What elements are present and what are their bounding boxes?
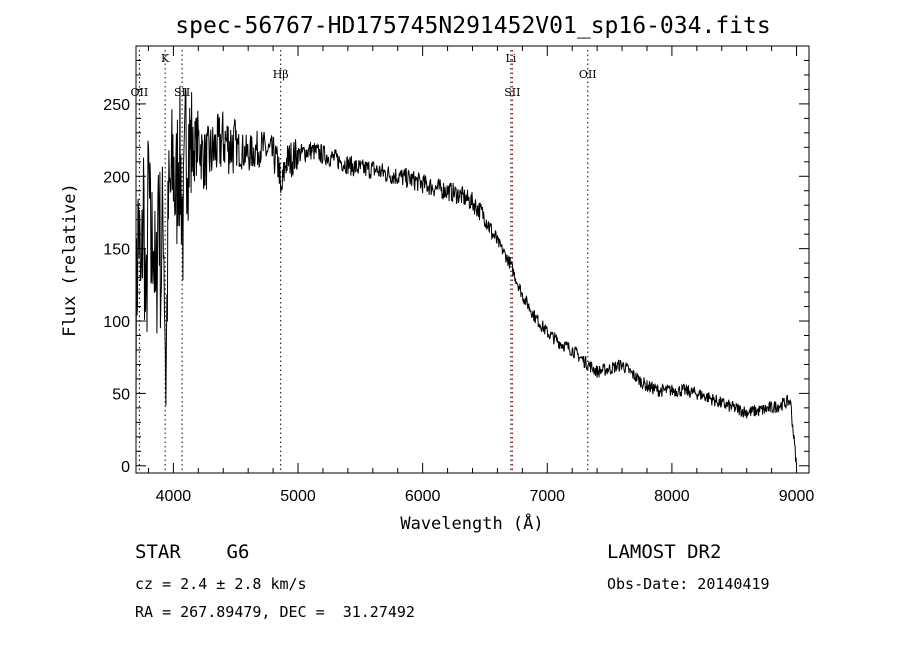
marker-label-0: K <box>161 52 170 65</box>
marker-label-4: Li <box>505 52 516 65</box>
x-tick-label-9000: 9000 <box>779 488 815 505</box>
y-axis-ticks: 0 50 100 150 200 250 <box>103 59 809 476</box>
x-tick-label-4000: 4000 <box>156 488 192 505</box>
marker-label-2: SII <box>174 86 190 99</box>
marker-label-1: OII <box>131 86 149 99</box>
coordinates-info: RA = 267.89479, DEC = 31.27492 <box>135 603 415 621</box>
spectral-line-markers: K OII SII Hβ Li SII OII <box>131 50 597 473</box>
y-tick-label-200: 200 <box>103 169 130 186</box>
y-tick-label-250: 250 <box>103 97 130 114</box>
marker-label-5: SII <box>504 86 520 99</box>
y-tick-label-0: 0 <box>121 459 130 476</box>
marker-label-6: OII <box>579 68 597 81</box>
y-tick-label-50: 50 <box>112 386 130 403</box>
spectrum-line <box>135 85 797 466</box>
y-axis-label: Flux (relative) <box>60 183 80 337</box>
x-tick-label-5000: 5000 <box>280 488 316 505</box>
plot-frame <box>135 45 810 474</box>
survey-name: LAMOST DR2 <box>607 541 722 563</box>
object-class: STAR G6 <box>135 541 250 563</box>
x-axis-label: Wavelength (Å) <box>400 512 543 534</box>
x-tick-label-6000: 6000 <box>405 488 441 505</box>
redshift-info: cz = 2.4 ± 2.8 km/s <box>135 575 307 593</box>
y-tick-label-150: 150 <box>103 242 130 259</box>
chart-title: spec-56767-HD175745N291452V01_sp16-034.f… <box>175 13 770 39</box>
x-tick-label-8000: 8000 <box>654 488 690 505</box>
y-tick-label-100: 100 <box>103 314 130 331</box>
observation-date: Obs-Date: 20140419 <box>607 575 770 593</box>
x-axis-ticks: 4000 5000 6000 7000 8000 9000 <box>147 46 815 505</box>
marker-label-3: Hβ <box>273 68 289 81</box>
x-tick-label-7000: 7000 <box>529 488 565 505</box>
